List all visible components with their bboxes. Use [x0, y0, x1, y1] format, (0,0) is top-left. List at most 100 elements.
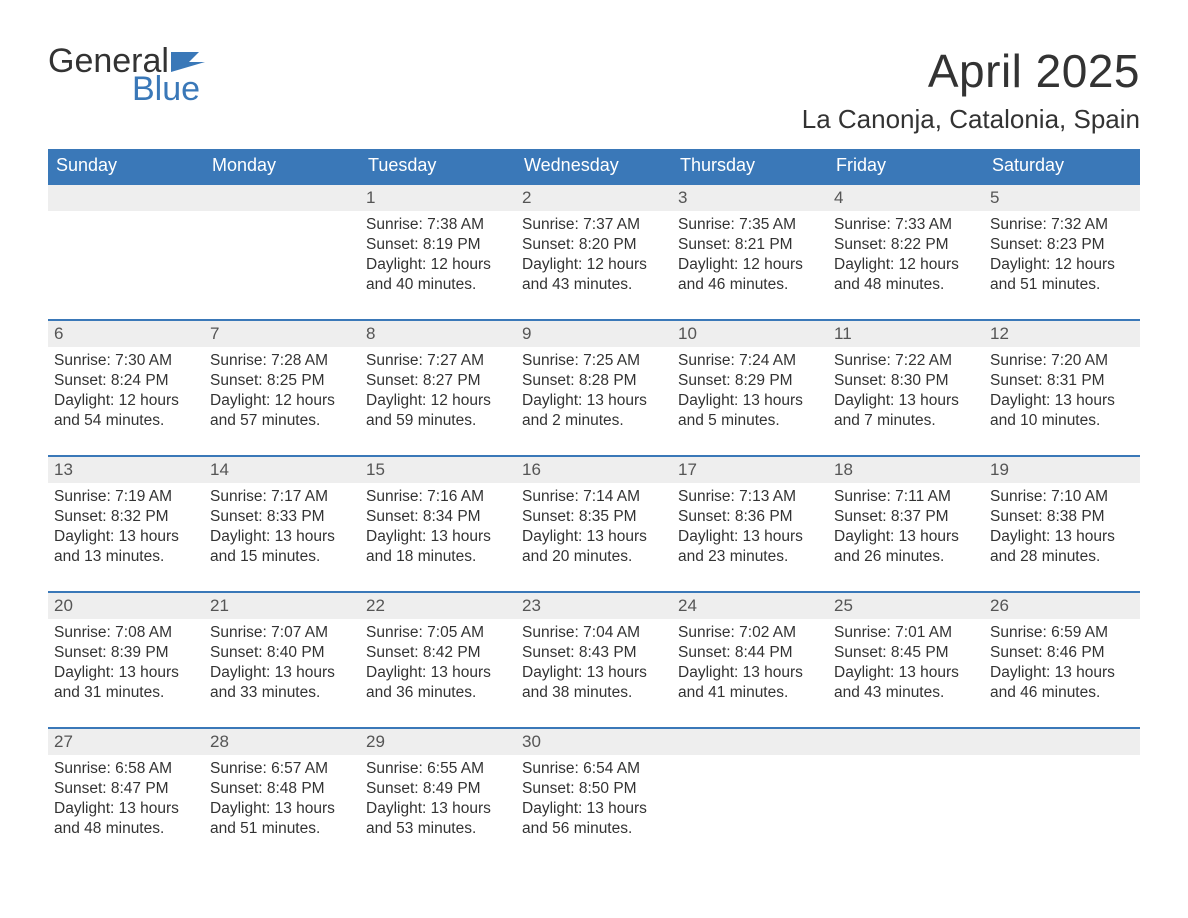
daylight-line: Daylight: 13 hours and 26 minutes. [834, 527, 978, 567]
calendar-cell: 30Sunrise: 6:54 AMSunset: 8:50 PMDayligh… [516, 729, 672, 841]
sunset-line: Sunset: 8:48 PM [210, 779, 354, 799]
sunrise-line: Sunrise: 7:19 AM [54, 487, 198, 507]
day-number: 10 [678, 324, 697, 343]
daylight-line: Daylight: 13 hours and 41 minutes. [678, 663, 822, 703]
daylight-line: Daylight: 13 hours and 56 minutes. [522, 799, 666, 839]
sunset-line: Sunset: 8:35 PM [522, 507, 666, 527]
daynum-row: 18 [828, 457, 984, 483]
sunset-line: Sunset: 8:46 PM [990, 643, 1134, 663]
calendar-cell: 25Sunrise: 7:01 AMSunset: 8:45 PMDayligh… [828, 593, 984, 705]
day-number [54, 188, 59, 207]
daynum-row: 22 [360, 593, 516, 619]
sunrise-line: Sunrise: 7:33 AM [834, 215, 978, 235]
day-header: Thursday [672, 149, 828, 183]
title-block: April 2025 La Canonja, Catalonia, Spain [802, 44, 1140, 135]
sunset-line: Sunset: 8:36 PM [678, 507, 822, 527]
daylight-line: Daylight: 13 hours and 43 minutes. [834, 663, 978, 703]
sunset-line: Sunset: 8:22 PM [834, 235, 978, 255]
daynum-row [672, 729, 828, 755]
sunrise-line: Sunrise: 7:14 AM [522, 487, 666, 507]
daynum-row [48, 185, 204, 211]
calendar-cell: 24Sunrise: 7:02 AMSunset: 8:44 PMDayligh… [672, 593, 828, 705]
daynum-row: 21 [204, 593, 360, 619]
month-title: April 2025 [802, 44, 1140, 98]
cell-body: Sunrise: 7:28 AMSunset: 8:25 PMDaylight:… [204, 347, 360, 432]
daynum-row: 28 [204, 729, 360, 755]
weeks-container: 1Sunrise: 7:38 AMSunset: 8:19 PMDaylight… [48, 183, 1140, 841]
sunrise-line: Sunrise: 7:10 AM [990, 487, 1134, 507]
sunset-line: Sunset: 8:23 PM [990, 235, 1134, 255]
daylight-line: Daylight: 12 hours and 54 minutes. [54, 391, 198, 431]
cell-body: Sunrise: 6:58 AMSunset: 8:47 PMDaylight:… [48, 755, 204, 840]
calendar-cell: 28Sunrise: 6:57 AMSunset: 8:48 PMDayligh… [204, 729, 360, 841]
calendar-cell: 3Sunrise: 7:35 AMSunset: 8:21 PMDaylight… [672, 185, 828, 297]
day-number: 12 [990, 324, 1009, 343]
calendar-cell [204, 185, 360, 297]
sunrise-line: Sunrise: 7:04 AM [522, 623, 666, 643]
cell-body: Sunrise: 6:59 AMSunset: 8:46 PMDaylight:… [984, 619, 1140, 704]
sunrise-line: Sunrise: 7:07 AM [210, 623, 354, 643]
day-header: Sunday [48, 149, 204, 183]
calendar-cell: 13Sunrise: 7:19 AMSunset: 8:32 PMDayligh… [48, 457, 204, 569]
day-number: 2 [522, 188, 531, 207]
sunrise-line: Sunrise: 7:11 AM [834, 487, 978, 507]
day-header: Friday [828, 149, 984, 183]
daynum-row: 15 [360, 457, 516, 483]
cell-body: Sunrise: 7:20 AMSunset: 8:31 PMDaylight:… [984, 347, 1140, 432]
calendar-cell [828, 729, 984, 841]
day-number: 29 [366, 732, 385, 751]
daynum-row: 12 [984, 321, 1140, 347]
day-number [210, 188, 215, 207]
daylight-line: Daylight: 13 hours and 10 minutes. [990, 391, 1134, 431]
calendar-cell: 14Sunrise: 7:17 AMSunset: 8:33 PMDayligh… [204, 457, 360, 569]
day-header: Monday [204, 149, 360, 183]
logo-text-blue: Blue [132, 72, 205, 106]
calendar-cell: 15Sunrise: 7:16 AMSunset: 8:34 PMDayligh… [360, 457, 516, 569]
week-row: 27Sunrise: 6:58 AMSunset: 8:47 PMDayligh… [48, 727, 1140, 841]
daylight-line: Daylight: 12 hours and 57 minutes. [210, 391, 354, 431]
calendar-cell [672, 729, 828, 841]
calendar-cell [984, 729, 1140, 841]
day-number: 26 [990, 596, 1009, 615]
cell-body: Sunrise: 7:24 AMSunset: 8:29 PMDaylight:… [672, 347, 828, 432]
sunrise-line: Sunrise: 7:30 AM [54, 351, 198, 371]
calendar-cell [48, 185, 204, 297]
cell-body: Sunrise: 7:10 AMSunset: 8:38 PMDaylight:… [984, 483, 1140, 568]
day-header: Wednesday [516, 149, 672, 183]
cell-body: Sunrise: 7:02 AMSunset: 8:44 PMDaylight:… [672, 619, 828, 704]
day-number: 28 [210, 732, 229, 751]
daynum-row: 25 [828, 593, 984, 619]
daylight-line: Daylight: 13 hours and 28 minutes. [990, 527, 1134, 567]
cell-body: Sunrise: 7:37 AMSunset: 8:20 PMDaylight:… [516, 211, 672, 296]
cell-body: Sunrise: 7:30 AMSunset: 8:24 PMDaylight:… [48, 347, 204, 432]
sunset-line: Sunset: 8:39 PM [54, 643, 198, 663]
calendar-cell: 7Sunrise: 7:28 AMSunset: 8:25 PMDaylight… [204, 321, 360, 433]
day-number: 11 [834, 324, 852, 343]
cell-body: Sunrise: 6:54 AMSunset: 8:50 PMDaylight:… [516, 755, 672, 840]
day-number: 18 [834, 460, 853, 479]
daynum-row: 19 [984, 457, 1140, 483]
sunrise-line: Sunrise: 6:57 AM [210, 759, 354, 779]
daynum-row: 17 [672, 457, 828, 483]
cell-body: Sunrise: 7:05 AMSunset: 8:42 PMDaylight:… [360, 619, 516, 704]
cell-body: Sunrise: 7:14 AMSunset: 8:35 PMDaylight:… [516, 483, 672, 568]
logo: General Blue [48, 44, 205, 106]
sunset-line: Sunset: 8:50 PM [522, 779, 666, 799]
daylight-line: Daylight: 13 hours and 48 minutes. [54, 799, 198, 839]
calendar-cell: 8Sunrise: 7:27 AMSunset: 8:27 PMDaylight… [360, 321, 516, 433]
sunrise-line: Sunrise: 7:38 AM [366, 215, 510, 235]
cell-body: Sunrise: 7:08 AMSunset: 8:39 PMDaylight:… [48, 619, 204, 704]
day-header: Saturday [984, 149, 1140, 183]
calendar-cell: 21Sunrise: 7:07 AMSunset: 8:40 PMDayligh… [204, 593, 360, 705]
daynum-row: 14 [204, 457, 360, 483]
sunrise-line: Sunrise: 6:55 AM [366, 759, 510, 779]
cell-body: Sunrise: 7:04 AMSunset: 8:43 PMDaylight:… [516, 619, 672, 704]
sunset-line: Sunset: 8:32 PM [54, 507, 198, 527]
daynum-row: 8 [360, 321, 516, 347]
sunset-line: Sunset: 8:21 PM [678, 235, 822, 255]
day-number [678, 732, 683, 751]
day-number: 14 [210, 460, 229, 479]
calendar-cell: 10 Sunrise: 7:24 AMSunset: 8:29 PMDayligh… [672, 321, 828, 433]
daynum-row: 24 [672, 593, 828, 619]
sunrise-line: Sunrise: 6:58 AM [54, 759, 198, 779]
